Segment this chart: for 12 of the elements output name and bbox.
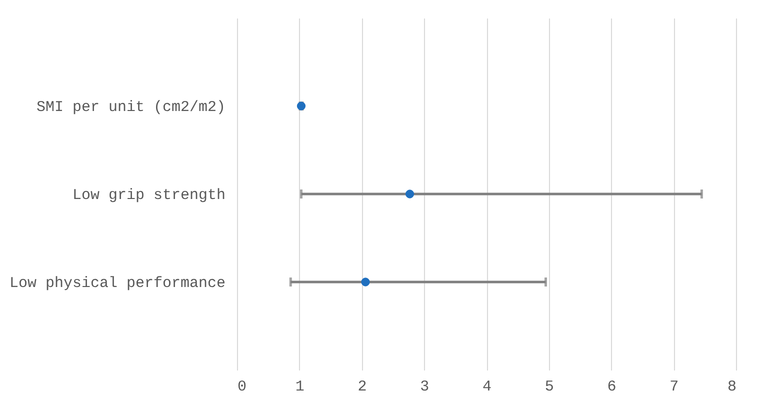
x-tick-label: 4 xyxy=(482,378,492,396)
x-tick-label: 3 xyxy=(420,378,430,396)
x-tick-label: 5 xyxy=(544,378,554,396)
y-tick-label: Low grip strength xyxy=(72,187,226,204)
x-tick-label: 6 xyxy=(607,378,616,396)
y-tick-label: SMI per unit (cm2/m2) xyxy=(36,99,226,116)
x-tick-label: 8 xyxy=(727,378,736,396)
x-tick-label: 0 xyxy=(238,378,247,396)
y-tick-label: Low physical performance xyxy=(9,275,226,292)
x-tick-label: 1 xyxy=(295,378,304,396)
x-tick-label: 7 xyxy=(670,378,679,396)
x-tick-label: 2 xyxy=(358,378,367,396)
